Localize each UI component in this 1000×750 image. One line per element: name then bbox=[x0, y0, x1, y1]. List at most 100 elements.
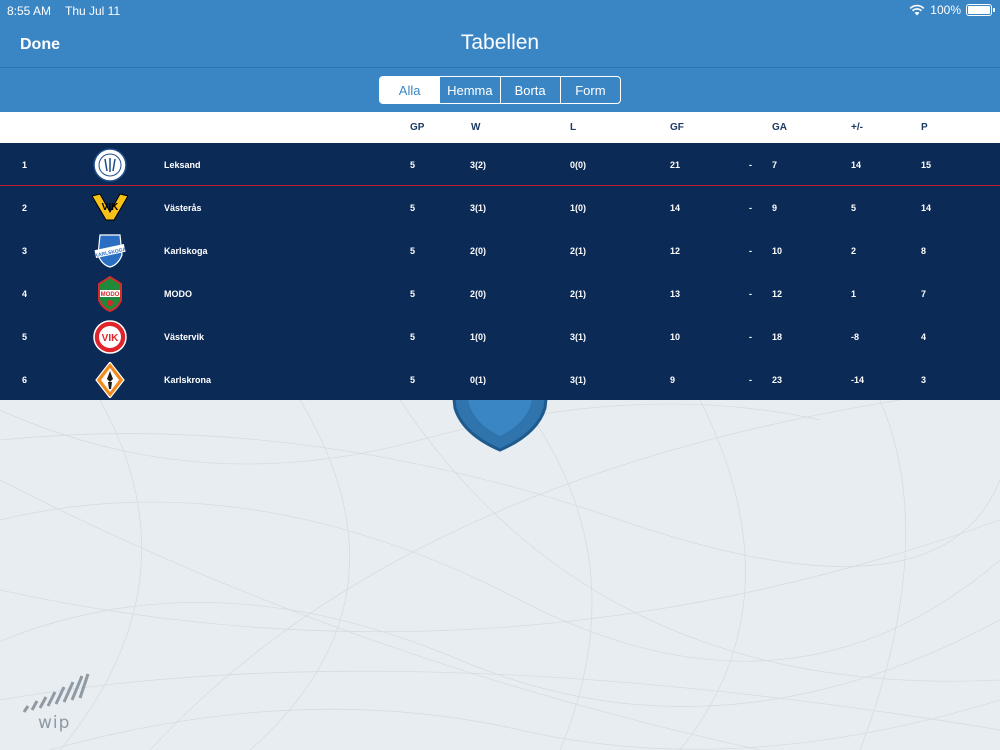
losses: 0(0) bbox=[570, 160, 587, 170]
status-date: Thu Jul 11 bbox=[65, 4, 121, 18]
rank: 6 bbox=[22, 375, 28, 385]
losses: 2(1) bbox=[570, 289, 587, 299]
goal-separator: - bbox=[749, 289, 752, 299]
standings-filter-segmented-control: Alla Hemma Borta Form bbox=[379, 76, 621, 104]
table-row[interactable]: 5 VIK Västervik 5 1(0) 3(1) 10 - 18 -8 4 bbox=[0, 315, 1000, 358]
svg-text:VIK: VIK bbox=[102, 202, 119, 213]
header-w: W bbox=[471, 122, 481, 133]
goals-for: 13 bbox=[670, 289, 681, 299]
goals-for: 10 bbox=[670, 332, 681, 342]
goal-difference: 14 bbox=[851, 160, 862, 170]
wins: 1(0) bbox=[470, 332, 487, 342]
table-row[interactable]: 2 VIK Västerås 5 3(1) 1(0) 14 - 9 5 14 bbox=[0, 186, 1000, 229]
goal-difference: -14 bbox=[851, 375, 865, 385]
header-l: L bbox=[570, 122, 577, 133]
header-ga: GA bbox=[772, 122, 787, 133]
table-row[interactable]: 3 KARLSKOGA Karlskoga 5 2(0) 2(1) 12 - 1… bbox=[0, 229, 1000, 272]
wins: 3(2) bbox=[470, 160, 487, 170]
team-name: MODO bbox=[164, 289, 192, 299]
svg-text:VIK: VIK bbox=[102, 333, 119, 344]
wins: 3(1) bbox=[470, 203, 487, 213]
losses: 3(1) bbox=[570, 332, 587, 342]
goals-against: 23 bbox=[772, 375, 783, 385]
goals-against: 10 bbox=[772, 246, 783, 256]
svg-text:MODO: MODO bbox=[101, 292, 120, 298]
goal-separator: - bbox=[749, 160, 752, 170]
header-diff: +/- bbox=[851, 122, 863, 133]
games-played: 5 bbox=[410, 160, 416, 170]
goals-against: 9 bbox=[772, 203, 778, 213]
done-button[interactable]: Done bbox=[20, 36, 60, 53]
rank: 4 bbox=[22, 289, 28, 299]
points: 8 bbox=[921, 246, 927, 256]
table-row[interactable]: 6 Karlskrona 5 0(1) 3(1) 9 - 23 -14 3 bbox=[0, 358, 1000, 401]
karlskrona-logo-icon bbox=[95, 362, 125, 398]
goals-against: 12 bbox=[772, 289, 783, 299]
rank: 5 bbox=[22, 332, 28, 342]
losses: 3(1) bbox=[570, 375, 587, 385]
goal-difference: 1 bbox=[851, 289, 857, 299]
table-row[interactable]: 1 Leksand 5 3(2) 0(0) 21 - 7 14 15 bbox=[0, 143, 1000, 186]
goals-for: 21 bbox=[670, 160, 681, 170]
page-title: Tabellen bbox=[460, 31, 540, 54]
ice-scratches bbox=[0, 400, 1000, 750]
leksand-logo-icon bbox=[93, 148, 127, 182]
header-gf: GF bbox=[670, 122, 684, 133]
wip-logo-icon bbox=[22, 673, 90, 713]
segment-form[interactable]: Form bbox=[575, 82, 606, 98]
segment-alla[interactable]: Alla bbox=[380, 77, 441, 103]
wins: 0(1) bbox=[470, 375, 487, 385]
team-name: Västervik bbox=[164, 332, 205, 342]
team-name: Karlskrona bbox=[164, 375, 212, 385]
filter-bar: Alla Hemma Borta Form bbox=[0, 68, 1000, 112]
rank: 3 bbox=[22, 246, 28, 256]
rank: 1 bbox=[22, 160, 28, 170]
header-points: P bbox=[921, 122, 928, 133]
games-played: 5 bbox=[410, 289, 416, 299]
games-played: 5 bbox=[410, 203, 416, 213]
games-played: 5 bbox=[410, 246, 416, 256]
points: 7 bbox=[921, 289, 927, 299]
wins: 2(0) bbox=[470, 289, 487, 299]
wip-wordmark: wip bbox=[38, 713, 71, 733]
vasteras-logo-icon: VIK bbox=[92, 193, 128, 221]
modo-logo-icon: MODO bbox=[98, 276, 122, 312]
goals-against: 7 bbox=[772, 160, 778, 170]
status-indicators: 100% bbox=[909, 3, 995, 17]
goal-separator: - bbox=[749, 332, 752, 342]
table-row[interactable]: 4 MODO MODO 5 2(0) 2(1) 13 - 12 1 7 bbox=[0, 272, 1000, 315]
segment-borta[interactable]: Borta bbox=[501, 77, 561, 103]
goals-for: 9 bbox=[670, 375, 676, 385]
ice-rink-background bbox=[0, 400, 1000, 750]
wins: 2(0) bbox=[470, 246, 487, 256]
goals-against: 18 bbox=[772, 332, 783, 342]
goal-separator: - bbox=[749, 375, 752, 385]
status-bar: 8:55 AM Thu Jul 11 100% bbox=[0, 0, 1000, 22]
team-name: Leksand bbox=[164, 160, 201, 170]
status-time: 8:55 AM bbox=[7, 4, 52, 18]
navigation-bar: Done Tabellen bbox=[0, 22, 1000, 68]
points: 3 bbox=[921, 375, 927, 385]
goals-for: 12 bbox=[670, 246, 681, 256]
vastervik-logo-icon: VIK bbox=[93, 320, 127, 354]
goals-for: 14 bbox=[670, 203, 681, 213]
losses: 2(1) bbox=[570, 246, 587, 256]
header-gp: GP bbox=[410, 122, 425, 133]
battery-percent: 100% bbox=[930, 3, 961, 17]
losses: 1(0) bbox=[570, 203, 587, 213]
points: 4 bbox=[921, 332, 927, 342]
wifi-icon bbox=[909, 4, 925, 16]
games-played: 5 bbox=[410, 332, 416, 342]
goal-separator: - bbox=[749, 246, 752, 256]
games-played: 5 bbox=[410, 375, 416, 385]
segment-hemma[interactable]: Hemma bbox=[440, 77, 501, 103]
table-header: GP W L GF GA +/- P bbox=[0, 112, 1000, 143]
karlskoga-logo-icon: KARLSKOGA bbox=[94, 234, 127, 268]
team-name: Västerås bbox=[164, 203, 202, 213]
battery-icon bbox=[966, 4, 995, 16]
goal-difference: -8 bbox=[851, 332, 860, 342]
team-name: Karlskoga bbox=[164, 246, 208, 256]
club-crest-background bbox=[451, 390, 549, 452]
goal-separator: - bbox=[749, 203, 752, 213]
goal-difference: 5 bbox=[851, 203, 857, 213]
